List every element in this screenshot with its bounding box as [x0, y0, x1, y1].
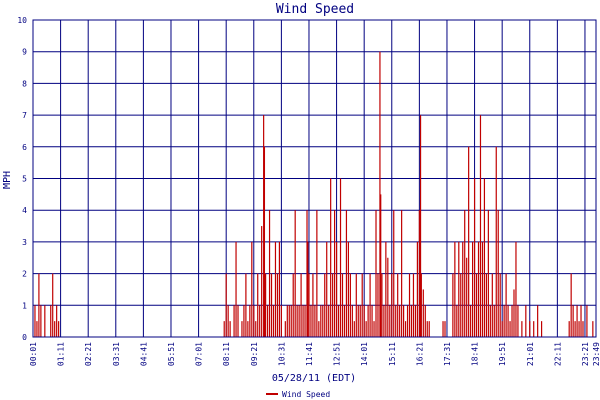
x-tick-label: 22:11: [553, 342, 562, 366]
x-tick-label: 05:51: [167, 342, 176, 366]
legend: Wind Speed: [266, 390, 330, 399]
x-tick-label: 17:31: [443, 342, 452, 366]
x-tick-label: 18:41: [471, 342, 480, 366]
x-tick-label: 08:11: [222, 342, 231, 366]
x-tick-label: 07:01: [195, 342, 204, 366]
y-tick-label: 5: [22, 175, 27, 184]
bars-layer: [34, 51, 594, 337]
y-tick-label: 1: [22, 301, 27, 310]
y-tick-label: 10: [17, 16, 27, 25]
y-axis-label: MPH: [2, 171, 13, 189]
y-tick-label: 2: [22, 270, 27, 279]
grid-layer: [32, 19, 597, 338]
x-tick-label: 03:31: [112, 342, 121, 366]
x-tick-label: 15:11: [388, 342, 397, 366]
y-tick-label: 0: [22, 333, 27, 342]
x-tick-label: 14:01: [360, 342, 369, 366]
x-tick-label: 09:21: [250, 342, 259, 366]
x-tick-label: 04:41: [139, 342, 148, 366]
x-tick-label: 19:51: [498, 342, 507, 366]
x-tick-label: 23:21: [581, 342, 590, 366]
chart-title: Wind Speed: [276, 2, 354, 17]
y-tick-label: 8: [22, 79, 27, 88]
x-tick-label: 16:21: [415, 342, 424, 366]
x-tick-label: 21:01: [526, 342, 535, 366]
legend-label: Wind Speed: [282, 390, 330, 399]
x-tick-label: 00:01: [29, 342, 38, 366]
y-tick-labels: 0 1 2 3 4 5 6 7 8 9 10: [17, 16, 27, 342]
x-tick-label: 11:41: [305, 342, 314, 366]
y-tick-label: 9: [22, 48, 27, 57]
y-tick-label: 7: [22, 111, 27, 120]
x-tick-label: 01:11: [57, 342, 66, 366]
x-tick-label: 12:51: [333, 342, 342, 366]
x-tick-labels: 00:01 01:11 02:21 03:31 04:41 05:51 07:01 08:11…: [29, 342, 600, 366]
y-tick-label: 6: [22, 143, 27, 152]
x-tick-label: 02:21: [84, 342, 93, 366]
plot-frame: [32, 19, 597, 338]
x-tick-label: 23:49: [592, 342, 600, 366]
y-tick-label: 4: [22, 206, 27, 215]
x-axis-label: 05/28/11 (EDT): [272, 373, 356, 384]
y-tick-label: 3: [22, 238, 27, 247]
x-tick-label: 10:31: [277, 342, 286, 366]
